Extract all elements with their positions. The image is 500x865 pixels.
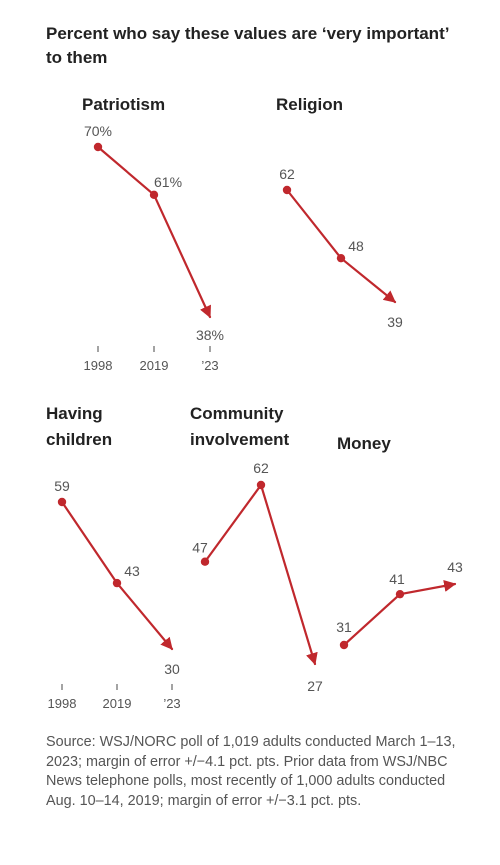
panel-title: Having	[46, 404, 103, 423]
series-segment	[115, 582, 174, 651]
data-point	[282, 185, 292, 195]
data-label: 59	[54, 478, 70, 494]
tick-label: 1998	[48, 696, 77, 711]
source-note: Source: WSJ/NORC poll of 1,019 adults co…	[46, 734, 456, 809]
series-segment	[96, 145, 156, 196]
panel-0: Patriotism 70% 61% 38% 1998 2019 ’23	[82, 95, 224, 373]
tick-label: ’23	[163, 696, 180, 711]
series-segment	[342, 593, 402, 647]
data-label: 30	[164, 661, 180, 677]
data-label: 31	[336, 619, 352, 635]
tick-label: 2019	[103, 696, 132, 711]
series-segment	[259, 483, 318, 666]
tick-label: 1998	[84, 358, 113, 373]
data-label: 38%	[196, 327, 224, 343]
data-point	[339, 640, 349, 650]
data-label: 39	[387, 314, 403, 330]
data-point	[93, 142, 103, 152]
data-point	[112, 578, 122, 588]
series-segment	[398, 580, 457, 596]
data-label: 61%	[154, 174, 182, 190]
data-label: 62	[279, 166, 295, 182]
data-label: 62	[253, 460, 269, 476]
panel-2: Having children 59 43 30 1998 2019 ’23	[46, 404, 181, 711]
panel-title: Money	[337, 434, 391, 453]
data-label: 47	[192, 540, 208, 556]
series-segment	[152, 193, 212, 319]
series-segment	[60, 500, 119, 585]
series-segment	[285, 188, 343, 260]
data-label: 70%	[84, 123, 112, 139]
panel-title: Religion	[276, 95, 343, 114]
tick-label: ’23	[201, 358, 218, 373]
tick-label: 2019	[140, 358, 169, 373]
data-point	[336, 253, 346, 263]
data-label: 43	[124, 563, 140, 579]
data-label: 27	[307, 678, 323, 694]
data-label: 41	[389, 571, 405, 587]
panel-title: Community	[190, 404, 284, 423]
data-label: 43	[447, 559, 463, 575]
data-point	[200, 557, 210, 566]
chart-title: Percent who say these values are ‘very i…	[46, 24, 449, 67]
series-segment	[203, 483, 263, 563]
panel-title: involvement	[190, 430, 290, 449]
series-segment	[339, 257, 397, 304]
panel-title: children	[46, 430, 112, 449]
panel-title: Patriotism	[82, 95, 165, 114]
data-point	[149, 190, 159, 200]
panel-3: Community involvement 47 62 27	[190, 404, 323, 694]
panel-1: Religion 62 48 39	[276, 95, 403, 330]
panel-4: Money 31 41 43	[336, 434, 463, 650]
data-point	[395, 589, 405, 599]
data-point	[57, 497, 67, 507]
data-point	[256, 480, 266, 490]
data-label: 48	[348, 238, 364, 254]
